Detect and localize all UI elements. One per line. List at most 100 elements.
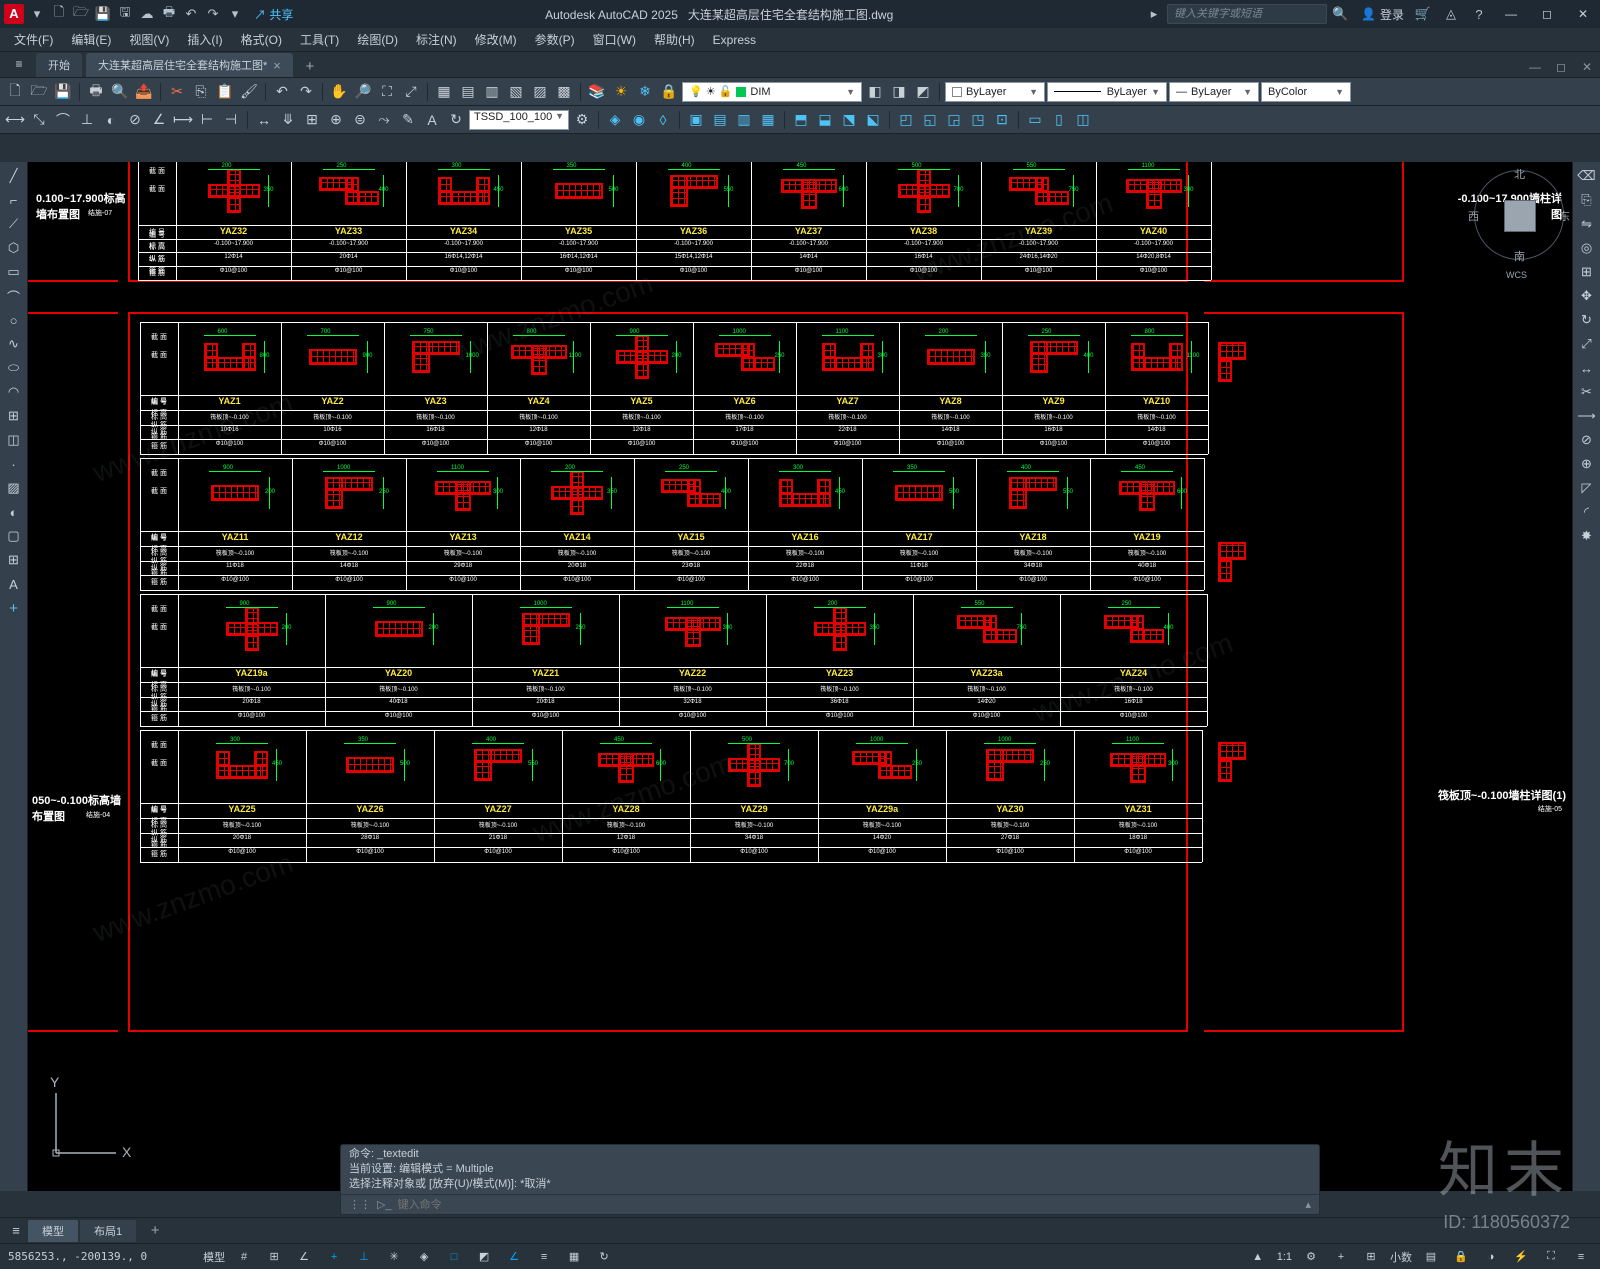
dim-update-icon[interactable]: ↻: [445, 109, 467, 131]
apps-icon[interactable]: ◬: [1442, 5, 1460, 23]
isolate-icon[interactable]: ◑: [1480, 1247, 1502, 1267]
tab-drawing[interactable]: 大连某超高层住宅全套结构施工图* ×: [86, 53, 293, 77]
doc-close-button[interactable]: ✕: [1574, 57, 1600, 77]
menu-h[interactable]: 帮助(H): [646, 29, 703, 50]
menu-v[interactable]: 视图(V): [121, 29, 177, 50]
layer-mgr-icon[interactable]: 📚: [586, 81, 608, 103]
annomonitor-icon[interactable]: +: [1330, 1247, 1352, 1267]
block-tool-icon[interactable]: ◫: [4, 430, 24, 450]
filetabs-menu-icon[interactable]: ≡: [6, 51, 32, 77]
dim-linear-icon[interactable]: ⟷: [4, 109, 26, 131]
join-tool-icon[interactable]: ⊕: [1577, 454, 1597, 474]
close-button[interactable]: ✕: [1570, 4, 1596, 24]
scale-tool-icon[interactable]: ⤢: [1577, 334, 1597, 354]
otrack-toggle-icon[interactable]: ∠: [503, 1247, 525, 1267]
save-icon[interactable]: 💾: [94, 5, 112, 23]
hwacc-icon[interactable]: ⚡: [1510, 1247, 1532, 1267]
dim-space-icon[interactable]: ↔: [253, 109, 275, 131]
layer-state-icon[interactable]: ☀: [610, 81, 632, 103]
undo-icon[interactable]: ↶: [182, 5, 200, 23]
move-tool-icon[interactable]: ✥: [1577, 286, 1597, 306]
menu-m[interactable]: 修改(M): [467, 29, 525, 50]
view-cube[interactable]: 北 南 东 西 WCS: [1474, 170, 1564, 260]
offset-tool-icon[interactable]: ◎: [1577, 238, 1597, 258]
stretch-tool-icon[interactable]: ↔: [1577, 358, 1597, 378]
array-tool-icon[interactable]: ⊞: [1577, 262, 1597, 282]
spline-tool-icon[interactable]: ∿: [4, 334, 24, 354]
ellipsearc-tool-icon[interactable]: ◠: [4, 382, 24, 402]
saveas-icon[interactable]: 🖫: [116, 5, 134, 23]
layer-dropdown[interactable]: 💡 ☀ 🔓 DIM▼: [682, 82, 862, 102]
search-icon[interactable]: 🔍: [1331, 5, 1349, 23]
publish-icon[interactable]: 📤: [133, 81, 155, 103]
snap-toggle-icon[interactable]: ⊞: [263, 1247, 285, 1267]
polar-toggle-icon[interactable]: ✳: [383, 1247, 405, 1267]
dim-base-icon[interactable]: ⊢: [196, 109, 218, 131]
addsel-tool-icon[interactable]: +: [4, 598, 24, 618]
save2-icon[interactable]: 💾: [52, 81, 74, 103]
web-icon[interactable]: ☁: [138, 5, 156, 23]
color-dropdown[interactable]: ByLayer▼: [945, 82, 1045, 102]
command-line[interactable]: 命令: _textedit 当前设置: 编辑模式 = Multiple 选择注释…: [340, 1144, 1320, 1215]
open-icon[interactable]: 🗁: [72, 5, 90, 23]
status-model-label[interactable]: 模型: [203, 1249, 225, 1265]
help-icon[interactable]: ?: [1470, 5, 1488, 23]
layer-lock-icon[interactable]: 🔒: [658, 81, 680, 103]
copy-icon[interactable]: ⎘: [190, 81, 212, 103]
quickprop-icon[interactable]: ▤: [1420, 1247, 1442, 1267]
layer-freeze-icon[interactable]: ❄: [634, 81, 656, 103]
tab-model[interactable]: 模型: [28, 1220, 78, 1242]
t10-icon[interactable]: ⬔: [838, 109, 860, 131]
line-tool-icon[interactable]: ╱: [4, 166, 24, 186]
layout-menu-icon[interactable]: ≡: [6, 1221, 26, 1241]
app-badge[interactable]: A: [4, 4, 24, 24]
zoom-icon[interactable]: 🔎: [352, 81, 374, 103]
t2-icon[interactable]: ◉: [628, 109, 650, 131]
new-icon[interactable]: 🗋: [50, 5, 68, 23]
ellipse-tool-icon[interactable]: ⬭: [4, 358, 24, 378]
erase-tool-icon[interactable]: ⌫: [1577, 166, 1597, 186]
plotstyle-dropdown[interactable]: ByColor▼: [1261, 82, 1351, 102]
hatch-tool-icon[interactable]: ▨: [4, 478, 24, 498]
copy-tool-icon[interactable]: ⎘: [1577, 190, 1597, 210]
rect-tool-icon[interactable]: ▭: [4, 262, 24, 282]
custom-icon[interactable]: ≡: [1570, 1247, 1592, 1267]
extend-tool-icon[interactable]: ⟶: [1577, 406, 1597, 426]
scale-label[interactable]: 1:1: [1277, 1251, 1292, 1263]
table-tool-icon[interactable]: ⊞: [4, 550, 24, 570]
cleanscrn-icon[interactable]: ⛶: [1540, 1247, 1562, 1267]
tolerance-icon[interactable]: ⊞: [301, 109, 323, 131]
pan-icon[interactable]: ✋: [328, 81, 350, 103]
zoomwin-icon[interactable]: ⛶: [376, 81, 398, 103]
units-label[interactable]: 小数: [1390, 1249, 1412, 1265]
dim-edit-icon[interactable]: ✎: [397, 109, 419, 131]
menu-d[interactable]: 绘图(D): [349, 29, 406, 50]
menu-i[interactable]: 插入(I): [179, 29, 230, 50]
menu-w[interactable]: 窗口(W): [585, 29, 644, 50]
osnap-toggle-icon[interactable]: □: [443, 1247, 465, 1267]
units-icon[interactable]: ⊞: [1360, 1247, 1382, 1267]
markup-icon[interactable]: ▨: [529, 81, 551, 103]
t9-icon[interactable]: ⬓: [814, 109, 836, 131]
tab-layout1[interactable]: 布局1: [80, 1220, 136, 1242]
dim-tedit-icon[interactable]: A: [421, 109, 443, 131]
dim-arc-icon[interactable]: ⌒: [52, 109, 74, 131]
t15-icon[interactable]: ◳: [967, 109, 989, 131]
redo2-icon[interactable]: ↷: [295, 81, 317, 103]
break-tool-icon[interactable]: ⊘: [1577, 430, 1597, 450]
gradient-tool-icon[interactable]: ◐: [4, 502, 24, 522]
qcalc-icon[interactable]: ▩: [553, 81, 575, 103]
dim-cont-icon[interactable]: ⊣: [220, 109, 242, 131]
dim-dia-icon[interactable]: ⊘: [124, 109, 146, 131]
layer-prev-icon[interactable]: ◨: [888, 81, 910, 103]
lw-toggle-icon[interactable]: ≡: [533, 1247, 555, 1267]
dim-quick-icon[interactable]: ⟼: [172, 109, 194, 131]
region-tool-icon[interactable]: ▢: [4, 526, 24, 546]
maximize-button[interactable]: ◻: [1534, 4, 1560, 24]
dim-break-icon[interactable]: ⤋: [277, 109, 299, 131]
zoomext-icon[interactable]: ⤢: [400, 81, 422, 103]
open2-icon[interactable]: 🗁: [28, 81, 50, 103]
xline-tool-icon[interactable]: ⟋: [4, 214, 24, 234]
circle-tool-icon[interactable]: ○: [4, 310, 24, 330]
t4-icon[interactable]: ▣: [685, 109, 707, 131]
